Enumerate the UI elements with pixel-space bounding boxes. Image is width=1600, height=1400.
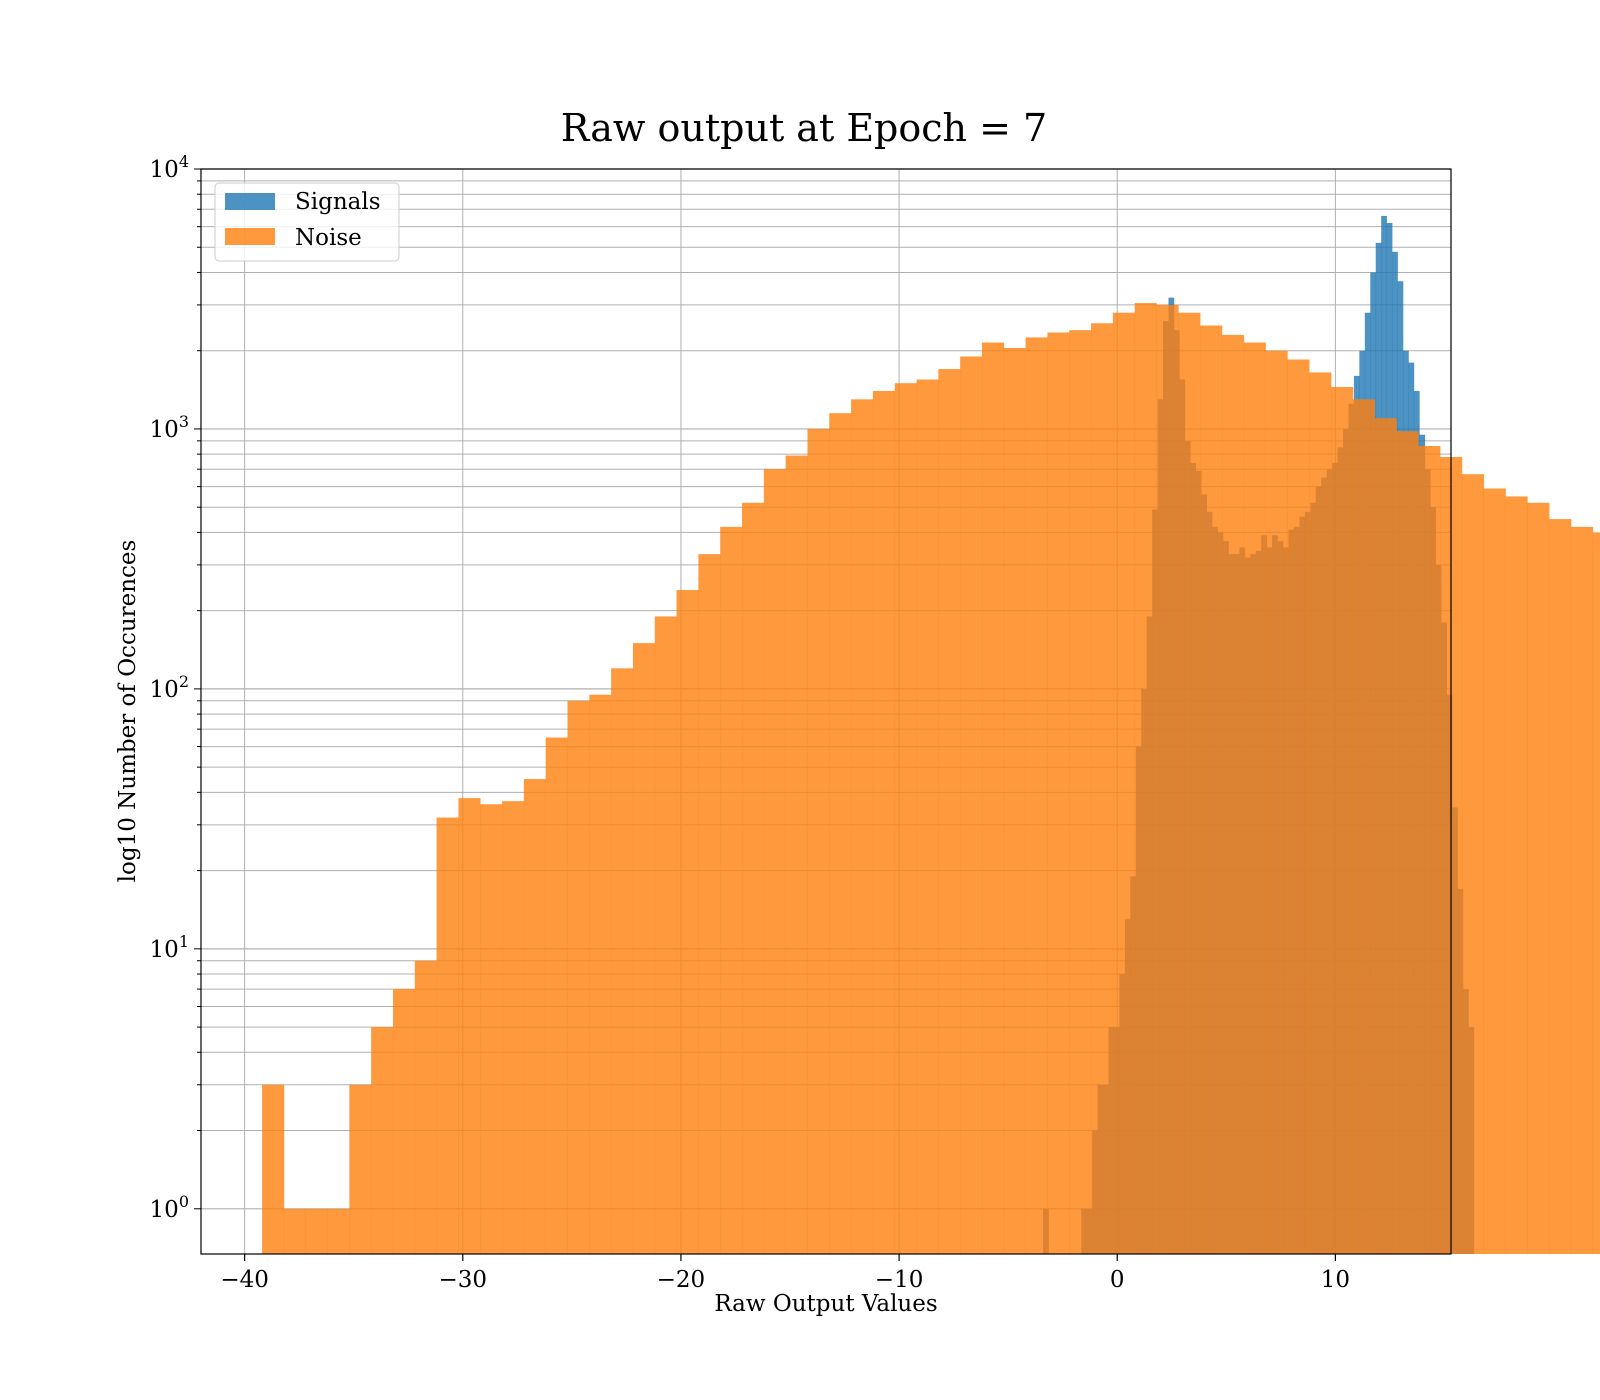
- noise-bar: [1069, 330, 1092, 1255]
- noise-bar: [851, 399, 874, 1255]
- legend-swatch-noise: [225, 228, 275, 245]
- noise-bar: [392, 989, 416, 1254]
- y-tick-label: 103: [150, 412, 189, 443]
- noise-bar: [1112, 312, 1135, 1254]
- y-tick-label: 104: [150, 152, 189, 183]
- noise-bar: [502, 801, 525, 1254]
- noise-bar: [742, 502, 765, 1255]
- noise-bar: [1505, 496, 1528, 1254]
- noise-bar: [1221, 334, 1245, 1255]
- noise-bar: [1287, 359, 1310, 1255]
- noise-bar: [567, 700, 590, 1254]
- noise-bar: [763, 469, 786, 1254]
- noise-bar: [545, 737, 568, 1254]
- noise-bar: [1570, 526, 1594, 1254]
- y-axis-label: log10 Number of Occurences: [115, 540, 141, 883]
- noise-bar: [1003, 347, 1026, 1255]
- noise-bar: [262, 1084, 285, 1254]
- noise-bar: [1178, 312, 1201, 1254]
- x-tick-label: −30: [439, 1267, 488, 1293]
- noise-bar: [371, 1027, 394, 1254]
- noise-bar: [1156, 304, 1179, 1254]
- noise-bar: [676, 590, 699, 1254]
- noise-bar: [327, 1208, 350, 1254]
- noise-bar: [1200, 325, 1223, 1254]
- noise-bars: [262, 303, 1600, 1255]
- noise-bar: [1352, 399, 1375, 1255]
- x-tick-label: 10: [1321, 1267, 1350, 1293]
- chart-title: Raw output at Epoch = 7: [561, 106, 1047, 150]
- noise-bar: [1461, 474, 1485, 1254]
- legend[interactable]: Signals Noise: [214, 182, 400, 262]
- noise-bar: [1527, 502, 1550, 1255]
- noise-bar: [960, 356, 983, 1254]
- noise-bar: [1549, 519, 1572, 1254]
- noise-bar: [632, 643, 656, 1254]
- noise-bar: [480, 804, 503, 1254]
- noise-bar: [349, 1084, 372, 1254]
- noise-bar: [720, 526, 743, 1254]
- noise-bar: [938, 369, 961, 1254]
- noise-bar: [872, 390, 896, 1255]
- noise-bar: [305, 1208, 328, 1254]
- noise-bar: [1331, 387, 1354, 1254]
- noise-bar: [1418, 445, 1441, 1254]
- noise-bar: [1309, 372, 1332, 1254]
- x-tick-label: −40: [220, 1267, 269, 1293]
- x-axis-ticks: −40 −30 −20 −10 0 10: [220, 1254, 1350, 1293]
- noise-bar: [1483, 488, 1506, 1254]
- x-tick-label: −20: [657, 1267, 706, 1293]
- noise-bar: [785, 455, 808, 1254]
- noise-bar: [654, 616, 677, 1254]
- legend-swatch-signals: [225, 193, 275, 210]
- noise-bar: [1091, 323, 1114, 1254]
- noise-bar: [414, 960, 437, 1254]
- noise-bar: [807, 428, 830, 1255]
- noise-bar: [611, 668, 634, 1254]
- x-axis-label: Raw Output Values: [714, 1291, 937, 1317]
- noise-bar: [1396, 431, 1419, 1254]
- noise-bar: [589, 694, 612, 1254]
- noise-bar: [283, 1208, 307, 1254]
- legend-label-noise: Noise: [295, 225, 362, 251]
- noise-bar: [458, 798, 481, 1254]
- plot-frame: [200, 168, 1452, 1255]
- noise-bar: [1025, 337, 1048, 1254]
- noise-bar: [1265, 350, 1288, 1254]
- y-axis-ticks: 100 101 102 103 104: [150, 152, 201, 1223]
- legend-label-signals: Signals: [295, 189, 381, 215]
- noise-bar: [1592, 532, 1600, 1254]
- x-tick-label: −10: [875, 1267, 924, 1293]
- noise-bar: [1374, 418, 1397, 1254]
- noise-bar: [1243, 342, 1266, 1254]
- y-tick-label: 102: [150, 672, 189, 703]
- noise-bar: [523, 779, 546, 1254]
- y-tick-label: 100: [150, 1192, 189, 1223]
- noise-bar: [698, 554, 721, 1254]
- noise-bar: [1047, 332, 1070, 1254]
- noise-bar: [916, 379, 939, 1255]
- noise-bar: [436, 817, 459, 1254]
- x-tick-label: 0: [1110, 1267, 1125, 1293]
- noise-bar: [981, 342, 1005, 1254]
- noise-bar: [829, 413, 852, 1254]
- noise-bar: [1134, 303, 1157, 1254]
- noise-bar: [894, 383, 917, 1254]
- y-tick-label: 101: [150, 932, 189, 963]
